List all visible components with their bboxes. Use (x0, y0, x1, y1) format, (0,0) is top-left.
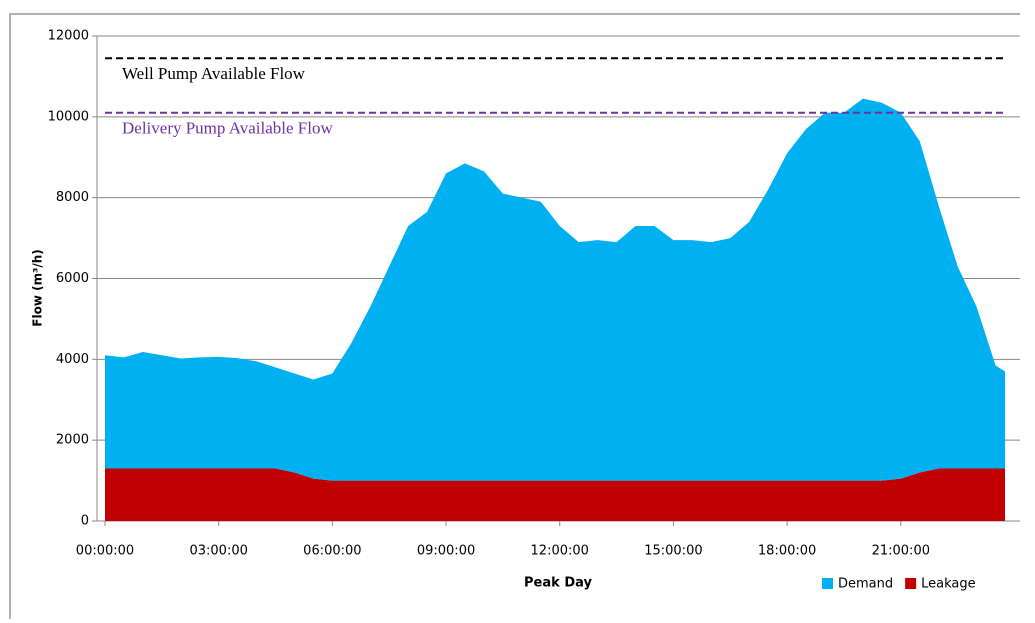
y-axis-label: Flow (m³/h) (31, 249, 45, 326)
y-tick-label: 2000 (56, 433, 89, 448)
x-tick-label: 12:00:00 (531, 544, 589, 559)
legend-label: Demand (838, 577, 893, 592)
x-tick-label: 09:00:00 (417, 544, 475, 559)
x-tick-label: 00:00:00 (76, 544, 134, 559)
x-tick-label: 06:00:00 (303, 544, 361, 559)
legend-swatch (905, 578, 917, 589)
y-tick-label: 0 (81, 514, 89, 529)
y-tick-label: 4000 (56, 352, 89, 367)
x-tick-label: 03:00:00 (189, 544, 247, 559)
y-tick-label: 12000 (48, 29, 89, 44)
area (105, 98, 1005, 481)
chart-frame (9, 13, 1020, 619)
x-tick-label: 15:00:00 (644, 544, 702, 559)
reference-label: Well Pump Available Flow (122, 64, 306, 83)
x-axis-label: Peak Day (524, 576, 592, 591)
legend-label: Leakage (921, 577, 976, 592)
area (105, 468, 1005, 521)
x-tick-label: 18:00:00 (758, 544, 816, 559)
overlay: Well Pump Available Flow Delivery Pump Av… (105, 57, 1005, 592)
y-tick-label: 6000 (56, 271, 89, 286)
areas (105, 98, 1005, 521)
x-tick-label: 21:00:00 (872, 544, 930, 559)
y-tick-label: 8000 (56, 190, 89, 205)
reference-label: Delivery Pump Available Flow (122, 119, 333, 138)
y-tick-label: 10000 (48, 109, 89, 124)
legend-swatch (822, 578, 833, 589)
